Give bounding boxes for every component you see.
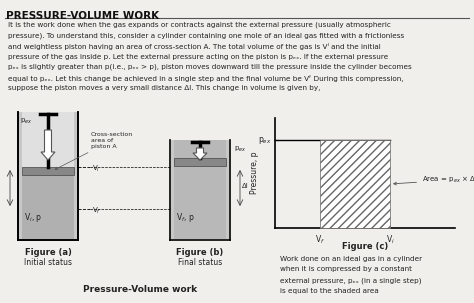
Text: Work done on an ideal gas in a cylinder: Work done on an ideal gas in a cylinder [280,256,422,262]
FancyArrow shape [193,148,207,160]
Text: Δl: Δl [242,183,249,189]
Bar [174,140,226,239]
Text: p$_{ex}$: p$_{ex}$ [257,135,271,145]
Text: and weightless piston having an area of cross-section A. The total volume of the: and weightless piston having an area of … [8,43,381,50]
Text: pressure). To understand this, consider a cylinder containing one mole of an ide: pressure). To understand this, consider … [8,32,404,39]
Bar [19,112,77,239]
Text: is equal to the shaded area: is equal to the shaded area [280,288,379,294]
Bar [22,167,74,175]
Text: V$_i$: V$_i$ [92,164,100,174]
Text: when it is compressed by a constant: when it is compressed by a constant [280,267,412,272]
Text: external pressure, pₑₓ (in a single step): external pressure, pₑₓ (in a single step… [280,277,421,284]
Bar [22,112,74,239]
Text: Pressure, p: Pressure, p [250,152,259,194]
Text: pₑₓ is slightly greater than p(i.e., pₑₓ > p), piston moves downward till the pr: pₑₓ is slightly greater than p(i.e., pₑₓ… [8,64,412,71]
Text: It is the work done when the gas expands or contracts against the external press: It is the work done when the gas expands… [8,22,391,28]
Text: Area = p$_{ex}$ × ΔV: Area = p$_{ex}$ × ΔV [394,175,474,185]
Text: Initial status: Initial status [24,258,72,267]
Text: pressure of the gas inside p. Let the external pressure acting on the piston is : pressure of the gas inside p. Let the ex… [8,54,388,59]
Bar [22,175,74,239]
Text: PRESSURE-VOLUME WORK: PRESSURE-VOLUME WORK [6,11,159,21]
Text: Figure (a): Figure (a) [25,248,72,257]
Text: V$_f$: V$_f$ [315,233,325,245]
Text: V$_i$: V$_i$ [386,233,394,245]
Text: suppose the piston moves a very small distance Δl. This change in volume is give: suppose the piston moves a very small di… [8,85,320,91]
Text: Figure (b): Figure (b) [176,248,224,257]
Text: equal to pₑₓ. Let this change be achieved in a single step and the final volume : equal to pₑₓ. Let this change be achieve… [8,75,403,82]
Text: V$_i$, p: V$_i$, p [24,211,42,225]
Text: p$_{ex}$: p$_{ex}$ [234,145,246,154]
Bar [171,140,229,239]
Text: Pressure-Volume work: Pressure-Volume work [83,285,197,294]
Text: Cross-section
area of
piston A: Cross-section area of piston A [55,132,133,169]
Text: Figure (c): Figure (c) [342,242,388,251]
Text: V$_f$: V$_f$ [92,206,101,216]
Bar [320,140,390,228]
FancyArrow shape [41,130,55,160]
Text: p$_{ex}$: p$_{ex}$ [20,117,32,126]
Bar [174,158,226,166]
Text: V$_f$, p: V$_f$, p [176,211,195,225]
Text: Final status: Final status [178,258,222,267]
